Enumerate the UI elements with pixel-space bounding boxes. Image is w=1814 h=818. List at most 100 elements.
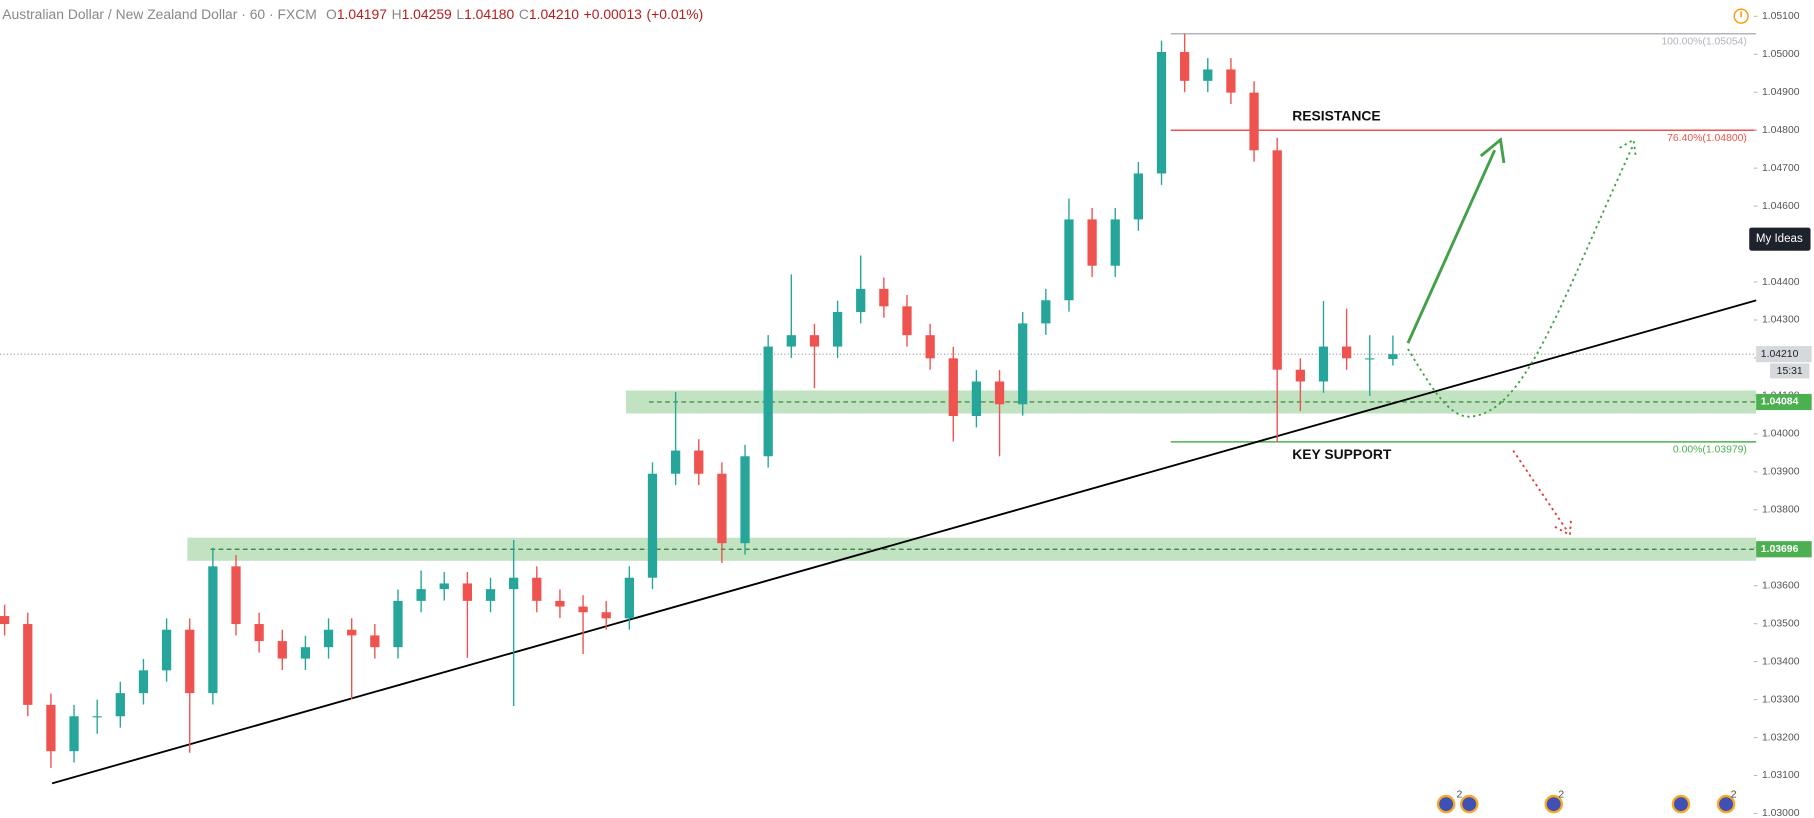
candle-body [532, 577, 542, 601]
candle-body [832, 312, 843, 347]
candle-body [763, 346, 773, 457]
fib-label: 76.40%(1.04800) [1667, 133, 1747, 144]
candle-body [231, 566, 241, 625]
candle-body [1226, 69, 1236, 93]
bull-arrow-head [1479, 137, 1506, 164]
candle-body [509, 577, 519, 590]
candle-body [879, 288, 889, 307]
candle-body [809, 335, 820, 347]
event-icon[interactable] [1459, 794, 1479, 814]
candle-body [971, 381, 982, 417]
candle-body [208, 566, 218, 694]
candle-body [1295, 369, 1305, 382]
zones-layer: 100.00%(1.05054) 76.40%(1.04800) 0.00%(1.0… [0, 33, 1757, 561]
y-tick-label: 1.05000 [1762, 49, 1800, 60]
candle-body [1156, 52, 1167, 174]
y-tick-label: 1.04400 [1762, 277, 1800, 288]
candle-body [92, 716, 102, 718]
candle-body [786, 335, 796, 347]
event-icon[interactable] [1716, 794, 1736, 814]
event-icon[interactable] [1671, 794, 1691, 814]
candle-body [1064, 219, 1074, 301]
candle-body [578, 606, 588, 613]
candle-body [1110, 219, 1120, 266]
candle-body [254, 624, 264, 642]
event-icon[interactable] [1436, 794, 1456, 814]
candle-body [485, 589, 496, 601]
event-count: 2 [1558, 790, 1564, 801]
y-tick-label: 1.04600 [1762, 201, 1800, 212]
my-ideas-button[interactable]: My Ideas [1749, 227, 1811, 251]
candle-body [69, 716, 79, 752]
candle-body [161, 629, 172, 671]
candle-body [1018, 323, 1028, 405]
candle-body [902, 306, 912, 336]
candle-body [647, 473, 658, 578]
y-tick-label: 1.03800 [1762, 505, 1800, 516]
y-tick-label: 1.04000 [1762, 429, 1800, 440]
event-icon[interactable] [1544, 794, 1563, 814]
last-price-label: 1.04210 [1761, 349, 1799, 360]
price-tag [1756, 541, 1812, 558]
candle-body [856, 288, 866, 313]
fib-label: 0.00%(1.03979) [1673, 445, 1747, 456]
bear-path [1512, 450, 1569, 532]
candle-body [416, 589, 426, 601]
candle-body [670, 450, 681, 474]
trend-line [51, 299, 1757, 785]
candle-body [300, 647, 311, 659]
support-label: KEY SUPPORT [1292, 446, 1392, 462]
h-value: 1.04259 [402, 6, 452, 22]
candle-body [1249, 92, 1259, 151]
c-label: C [519, 6, 529, 22]
candle-body [393, 600, 403, 648]
candle-body [717, 473, 727, 544]
candle-body [1180, 52, 1190, 81]
candle-body [439, 583, 449, 590]
candle-body [994, 381, 1005, 405]
candle-body [1133, 173, 1144, 220]
candle-body [23, 624, 33, 705]
candle-body [740, 456, 750, 544]
price-tag [1756, 346, 1812, 363]
o-value: 1.04197 [337, 6, 387, 22]
price-axis: 1.03000 1.03100 1.03200 1.03300 1.03400 1.035… [1753, 11, 1812, 818]
price-tag-label: 1.04084 [1761, 397, 1799, 408]
candle-body [462, 583, 473, 601]
candle-body [115, 693, 125, 717]
candle-body [1365, 358, 1375, 360]
candle-body [1087, 219, 1097, 266]
event-icons: 2 2 2 [1436, 790, 1737, 814]
candle-body [624, 577, 634, 619]
button-bg[interactable] [1749, 227, 1811, 251]
candle-body [0, 616, 10, 625]
candle-body [948, 358, 958, 417]
countdown-tag [1770, 363, 1810, 379]
change: +0.00013 [584, 6, 643, 22]
candle-body [555, 600, 565, 607]
y-tick-label: 1.03900 [1762, 467, 1800, 478]
alert-icon[interactable] [1733, 8, 1749, 24]
l-value: 1.04180 [464, 6, 514, 22]
button-label[interactable]: My Ideas [1756, 233, 1803, 245]
price-tag [1756, 393, 1812, 411]
countdown-label: 15:31 [1777, 366, 1803, 377]
y-tick-label: 1.04300 [1762, 315, 1800, 326]
support-zone [625, 390, 1757, 414]
y-tick-label: 1.04800 [1762, 125, 1800, 136]
candles-layer [0, 33, 1398, 768]
y-tick-label: 1.03100 [1762, 770, 1800, 781]
candle-body [323, 629, 334, 648]
candle-body [1341, 346, 1352, 359]
y-tick-label: 1.03600 [1762, 580, 1800, 591]
l-label: L [456, 6, 464, 22]
symbol-title: Australian Dollar / New Zealand Dollar ·… [2, 6, 316, 22]
y-tick-label: 1.05100 [1762, 11, 1800, 22]
candle-body [1318, 346, 1329, 382]
h-label: H [392, 6, 402, 22]
resistance-label: RESISTANCE [1292, 107, 1380, 123]
projection-arrows [1406, 137, 1637, 537]
y-tick-label: 1.03200 [1762, 732, 1800, 743]
candle-body [138, 670, 149, 694]
